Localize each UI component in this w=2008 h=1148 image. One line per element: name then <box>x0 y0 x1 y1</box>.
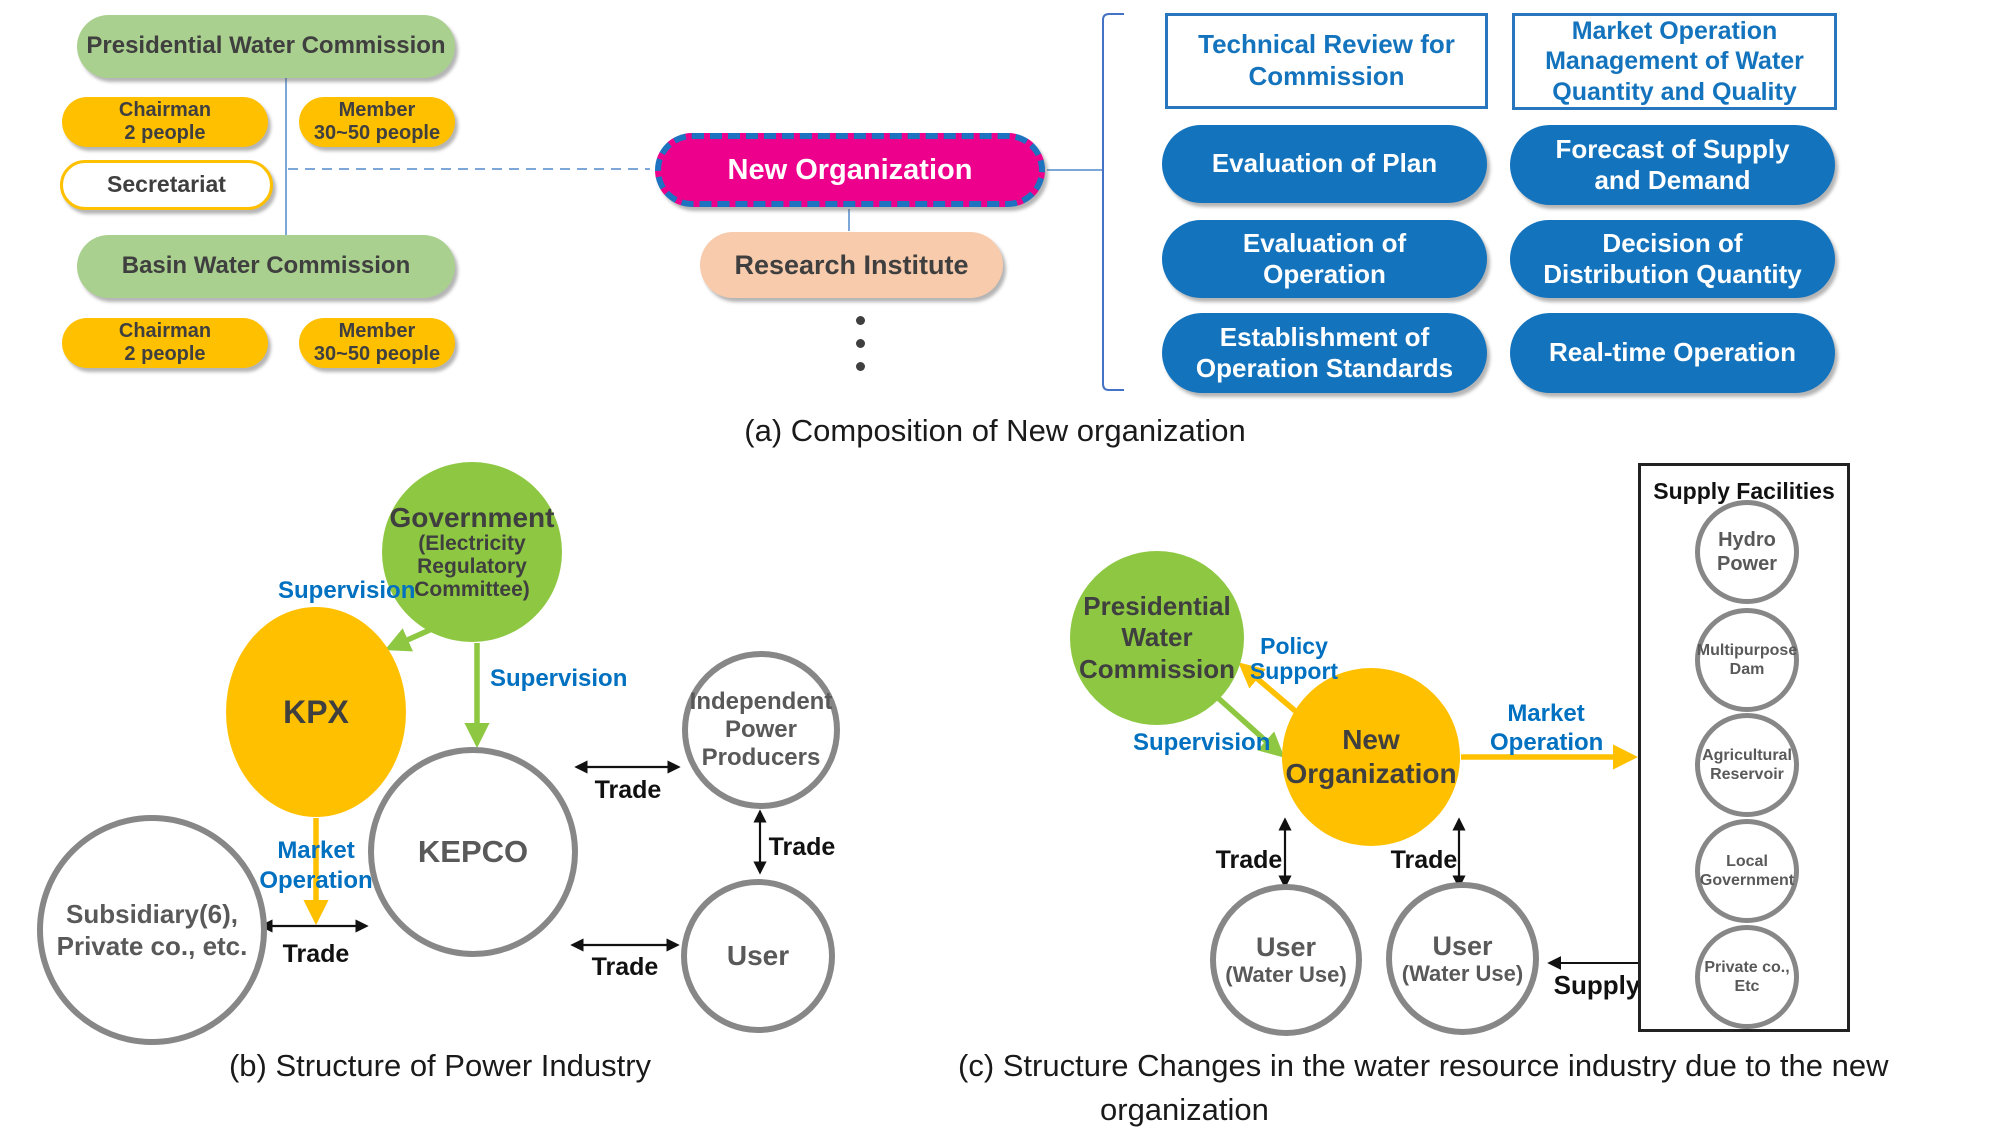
supervision-label-kepco: Supervision <box>490 665 628 692</box>
market-operation-header: Market Operation Management of Water Qua… <box>1512 13 1837 110</box>
vertical-ellipsis-icon <box>856 316 865 371</box>
trade-label-left-c: Trade <box>1215 846 1283 874</box>
caption-c-line1: (c) Structure Changes in the water resou… <box>958 1048 1889 1083</box>
function-pill-evaluation-of-operation: Evaluation of Operation <box>1162 220 1487 298</box>
facility-local-government-circle: Local Government <box>1695 819 1799 923</box>
trade-label-subsidiary-kepco: Trade <box>282 940 350 968</box>
independent-power-producers-circle: Independent Power Producers <box>682 651 840 809</box>
caption-b: (b) Structure of Power Industry <box>228 1048 652 1083</box>
market-operation-label-b: Market Operation <box>259 837 373 894</box>
trade-label-kepco-ipp: Trade <box>594 776 662 804</box>
kpx-circle: KPX <box>226 607 406 817</box>
new-organization-circle: New Organization <box>1282 668 1460 846</box>
user-circle-b: User <box>681 879 835 1033</box>
function-pill-evaluation-of-plan: Evaluation of Plan <box>1162 125 1487 203</box>
supervision-label-kpx: Supervision <box>278 577 416 604</box>
caption-c-line2: organization <box>1100 1092 1269 1127</box>
supply-label: Supply <box>1553 970 1641 1000</box>
new-organization-pill: New Organization <box>655 133 1045 207</box>
dot <box>856 362 865 371</box>
presidential-water-commission-circle: Presidential Water Commission <box>1070 551 1244 725</box>
trade-label-kepco-user: Trade <box>591 953 659 981</box>
trade-label-ipp-user: Trade <box>768 833 836 861</box>
facility-hydro-power-circle: Hydro Power <box>1695 500 1799 604</box>
user1-subtitle: (Water Use) <box>1225 962 1347 988</box>
trade-label-right-c: Trade <box>1390 846 1458 874</box>
technical-review-header: Technical Review for Commission <box>1165 13 1488 109</box>
chairman-pill-basin: Chairman 2 people <box>62 318 268 368</box>
subsidiary-circle: Subsidiary(6), Private co., etc. <box>37 815 267 1045</box>
facility-private-co-circle: Private co., Etc <box>1695 925 1799 1029</box>
supervision-label-c: Supervision <box>1133 729 1271 756</box>
user1-title: User <box>1255 932 1317 963</box>
function-pill-establishment-of-operation-standards: Establishment of Operation Standards <box>1162 313 1487 393</box>
dot <box>856 316 865 325</box>
government-title: Government <box>389 501 555 533</box>
chairman-pill: Chairman 2 people <box>62 97 268 147</box>
policy-support-label: Policy Support <box>1249 633 1339 684</box>
presidential-water-commission-pill: Presidential Water Commission <box>77 15 455 78</box>
secretariat-pill: Secretariat <box>60 160 273 210</box>
member-pill-basin: Member 30~50 people <box>299 318 455 368</box>
dot <box>856 339 865 348</box>
facility-multipurpose-dam-circle: Multipurpose Dam <box>1695 608 1799 712</box>
market-operation-label-c: Market Operation <box>1490 700 1604 756</box>
function-pill-real-time-operation: Real-time Operation <box>1510 313 1835 393</box>
kepco-circle: KEPCO <box>368 747 578 957</box>
function-pill-decision-of-distribution-quantity: Decision of Distribution Quantity <box>1510 220 1835 298</box>
user2-circle: User (Water Use) <box>1386 882 1539 1035</box>
government-circle: Government (Electricity Regulatory Commi… <box>382 462 562 642</box>
user2-title: User <box>1432 930 1493 961</box>
supply-facilities-title: Supply Facilities <box>1653 478 1835 504</box>
government-subtitle: (Electricity Regulatory Committee) <box>414 532 530 601</box>
basin-water-commission-pill: Basin Water Commission <box>77 235 455 298</box>
functions-bracket <box>1102 13 1124 391</box>
facility-agricultural-reservoir-circle: Agricultural Reservoir <box>1695 713 1799 817</box>
research-institute-pill: Research Institute <box>700 232 1003 298</box>
caption-a: (a) Composition of New organization <box>744 413 1246 448</box>
user2-subtitle: (Water Use) <box>1401 960 1524 986</box>
function-pill-forecast-of-supply-and-demand: Forecast of Supply and Demand <box>1510 125 1835 205</box>
user1-circle: User (Water Use) <box>1210 884 1362 1036</box>
member-pill: Member 30~50 people <box>299 97 455 147</box>
